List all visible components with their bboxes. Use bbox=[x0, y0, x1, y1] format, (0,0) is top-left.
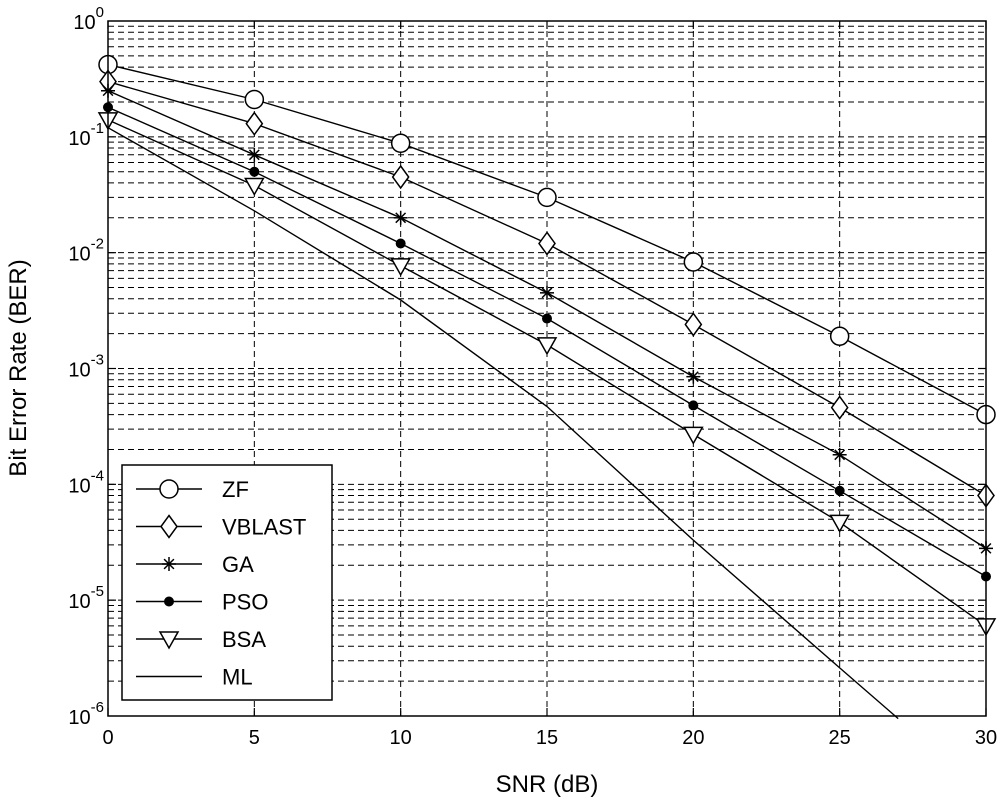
y-tick-label: 10-1 bbox=[68, 120, 104, 150]
data-point-pso bbox=[395, 238, 406, 249]
data-point-pso bbox=[542, 313, 552, 324]
legend-item-pso: PSO bbox=[136, 590, 268, 615]
y-tick-label: 10-4 bbox=[68, 467, 104, 497]
legend-label-vblast: VBLAST bbox=[222, 515, 306, 540]
data-point-ga bbox=[393, 210, 408, 225]
data-point-vblast bbox=[830, 395, 849, 420]
data-point-pso bbox=[688, 400, 699, 411]
data-point-vblast bbox=[245, 111, 264, 136]
y-tick-label: 10-5 bbox=[68, 583, 104, 613]
legend-item-bsa: BSA bbox=[136, 627, 266, 652]
y-tick-label: 10-3 bbox=[68, 352, 104, 382]
axes: 0 5 10 15 20 25 30 100 10-1 10-2 10-3 10-4 10-5 10-6 bbox=[68, 4, 997, 749]
data-point-zf bbox=[390, 133, 411, 154]
x-tick-label: 5 bbox=[249, 727, 260, 749]
x-tick-label: 20 bbox=[682, 727, 704, 749]
legend-label-ml: ML bbox=[222, 665, 253, 690]
legend-marker-pso bbox=[164, 596, 174, 607]
data-point-vblast bbox=[538, 231, 556, 256]
data-point-bsa bbox=[390, 258, 411, 277]
x-axis-label: SNR (dB) bbox=[496, 771, 599, 798]
legend-item-ga: GA bbox=[136, 552, 254, 577]
y-axis-label: Bit Error Rate (BER) bbox=[5, 259, 32, 476]
data-point-zf bbox=[683, 252, 704, 272]
y-tick-label: 10-2 bbox=[68, 236, 104, 266]
legend-item-zf: ZF bbox=[136, 477, 249, 502]
legend-marker-bsa bbox=[158, 631, 180, 650]
x-tick-label: 30 bbox=[975, 727, 997, 749]
x-tick-label: 25 bbox=[829, 727, 851, 749]
data-point-vblast bbox=[684, 312, 703, 337]
grid bbox=[108, 21, 986, 716]
legend: ZF VBLAST GA PSO BSA ML bbox=[121, 464, 333, 701]
y-tick-label: 100 bbox=[73, 4, 104, 34]
data-point-zf bbox=[244, 89, 265, 110]
data-point-bsa bbox=[829, 514, 850, 533]
data-point-ga bbox=[832, 447, 847, 462]
data-point-zf bbox=[537, 187, 557, 208]
data-point-bsa bbox=[683, 426, 704, 445]
x-tick-label: 10 bbox=[390, 727, 412, 749]
legend-marker-zf bbox=[159, 479, 179, 499]
data-point-bsa bbox=[244, 177, 265, 197]
legend-label-bsa: BSA bbox=[222, 627, 266, 652]
x-tick-label: 15 bbox=[536, 727, 558, 749]
legend-label-ga: GA bbox=[222, 552, 254, 577]
data-point-zf bbox=[829, 326, 850, 346]
legend-label-pso: PSO bbox=[222, 590, 268, 615]
series-line-ml bbox=[107, 127, 899, 720]
y-tick-label: 10-6 bbox=[68, 699, 104, 729]
data-point-ga bbox=[247, 147, 262, 162]
legend-item-ml: ML bbox=[136, 665, 253, 690]
legend-marker-vblast bbox=[160, 514, 178, 539]
data-point-ga bbox=[540, 285, 554, 300]
data-point-pso bbox=[249, 166, 260, 177]
legend-item-vblast: VBLAST bbox=[136, 514, 306, 540]
data-point-pso bbox=[834, 485, 845, 496]
legend-marker-ga bbox=[162, 557, 176, 571]
x-tick-label: 0 bbox=[102, 727, 113, 749]
legend-box bbox=[121, 464, 333, 701]
legend-label-zf: ZF bbox=[222, 477, 249, 502]
data-point-bsa bbox=[536, 337, 558, 356]
data-point-ga bbox=[686, 369, 701, 384]
data-point-vblast bbox=[391, 164, 410, 190]
